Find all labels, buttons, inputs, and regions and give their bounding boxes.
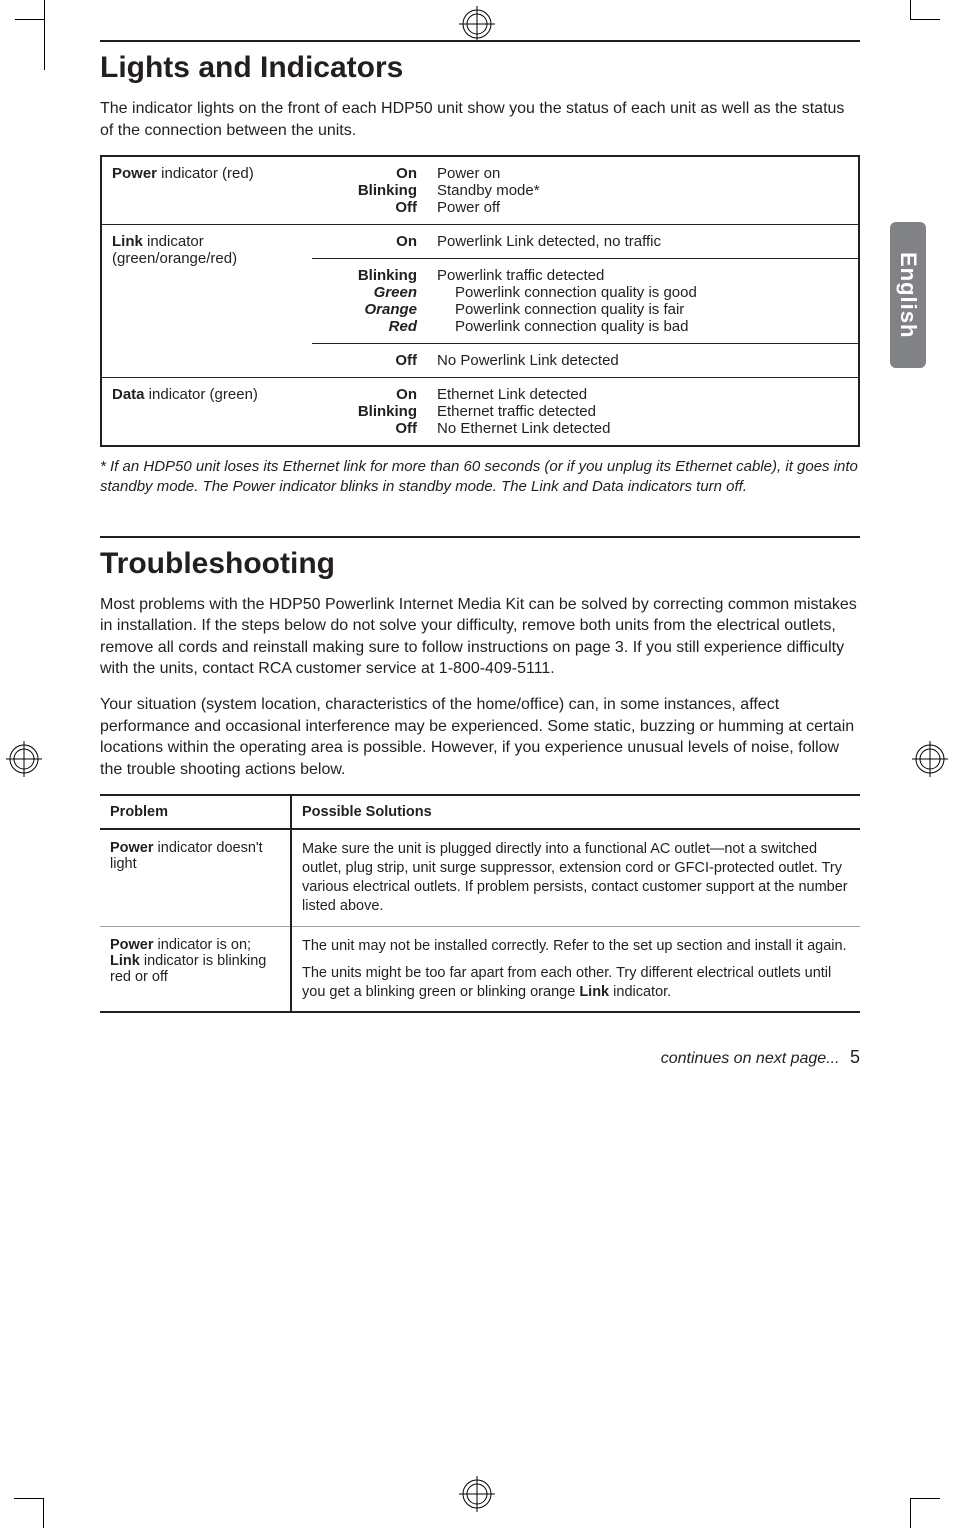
page-number: 5: [850, 1047, 860, 1067]
language-tab: English: [890, 222, 926, 368]
continues-label: continues on next page...: [661, 1050, 840, 1067]
page-content: Lights and Indicators The indicator ligh…: [100, 40, 860, 1068]
indicator-states: OnBlinkingOff: [312, 378, 427, 447]
solutions-cell: Make sure the unit is plugged directly i…: [291, 829, 860, 926]
registration-mark-icon: [912, 741, 948, 777]
troubleshooting-para-2: Your situation (system location, charact…: [100, 694, 860, 780]
section-title-troubleshooting: Troubleshooting: [100, 536, 860, 582]
crop-mark-icon: [860, 20, 910, 70]
indicator-descriptions: Powerlink Link detected, no traffic: [427, 225, 859, 259]
problem-cell: Power indicator is on; Link indicator is…: [100, 926, 291, 1012]
solution-text: The units might be too far apart from ea…: [302, 964, 850, 1002]
solution-text: Make sure the unit is plugged directly i…: [302, 840, 850, 915]
crop-mark-icon: [44, 20, 95, 70]
indicator-descriptions: Powerlink traffic detectedPowerlink conn…: [427, 259, 859, 344]
section-intro-lights: The indicator lights on the front of eac…: [100, 98, 860, 141]
indicator-states: Off: [312, 344, 427, 378]
troubleshooting-para-1: Most problems with the HDP50 Powerlink I…: [100, 594, 860, 680]
indicator-label: Power indicator (red): [101, 156, 312, 225]
indicator-table: Power indicator (red) OnBlinkingOff Powe…: [100, 155, 860, 447]
solutions-cell: The unit may not be installed correctly.…: [291, 926, 860, 1012]
indicator-footnote: * If an HDP50 unit loses its Ethernet li…: [100, 457, 860, 498]
indicator-states: BlinkingGreenOrangeRed: [312, 259, 427, 344]
problem-cell: Power indicator doesn't light: [100, 829, 291, 926]
crop-mark-icon: [860, 1448, 910, 1498]
page-footer: continues on next page... 5: [100, 1047, 860, 1068]
table-head-solutions: Possible Solutions: [291, 795, 860, 829]
language-tab-label: English: [895, 252, 921, 338]
indicator-label: Link indicator (green/orange/red): [101, 225, 312, 378]
indicator-label: Data indicator (green): [101, 378, 312, 447]
crop-mark-icon: [44, 1448, 94, 1498]
indicator-descriptions: Power onStandby mode*Power off: [427, 156, 859, 225]
registration-mark-icon: [6, 741, 42, 777]
solution-text: The unit may not be installed correctly.…: [302, 937, 850, 956]
indicator-states: On: [312, 225, 427, 259]
section-title-lights: Lights and Indicators: [100, 40, 860, 86]
indicator-states: OnBlinkingOff: [312, 156, 427, 225]
registration-mark-icon: [459, 6, 495, 42]
registration-mark-icon: [459, 1476, 495, 1512]
indicator-descriptions: Ethernet Link detectedEthernet traffic d…: [427, 378, 859, 447]
indicator-descriptions: No Powerlink Link detected: [427, 344, 859, 378]
table-head-problem: Problem: [100, 795, 291, 829]
troubleshooting-table: Problem Possible Solutions Power indicat…: [100, 794, 860, 1013]
